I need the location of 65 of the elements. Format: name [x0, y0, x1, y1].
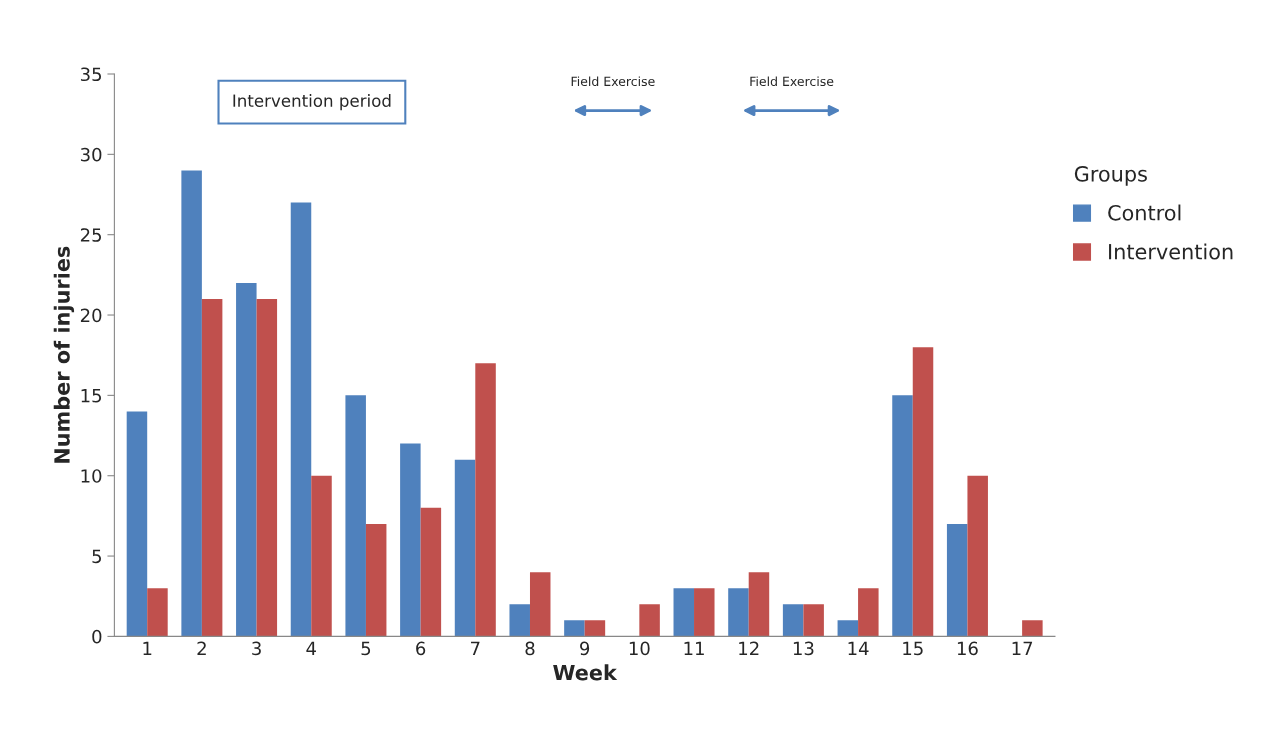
- bar: [803, 604, 824, 637]
- bar: [782, 604, 804, 637]
- x-tick-label: 16: [957, 641, 978, 656]
- bar: [126, 411, 148, 637]
- bar: [892, 395, 913, 637]
- bar: [694, 588, 715, 637]
- bar: [454, 459, 476, 637]
- bar: [420, 507, 442, 637]
- x-tick-label: 13: [793, 641, 814, 656]
- bar: [946, 523, 968, 637]
- y-tick-label: 0: [92, 629, 102, 644]
- bar: [475, 363, 496, 637]
- bar: [147, 588, 168, 637]
- x-tick-label: 15: [903, 641, 923, 656]
- bar: [400, 443, 421, 637]
- x-tick-label: 12: [739, 641, 759, 655]
- bar: [564, 620, 585, 637]
- annotation: Field Exercise: [750, 76, 834, 87]
- bar: [728, 588, 749, 637]
- x-tick-label: 4: [306, 641, 316, 655]
- x-tick-label: 17: [1012, 641, 1033, 655]
- x-tick-label: 1: [143, 641, 152, 655]
- y-tick-label: 20: [80, 308, 102, 323]
- bar: [345, 395, 366, 637]
- bar: [181, 170, 202, 637]
- bar: [311, 475, 332, 637]
- x-tick-label: 11: [684, 641, 704, 655]
- x-tick-label: 3: [252, 641, 261, 656]
- bar: [1022, 620, 1043, 637]
- x-tick-label: 8: [525, 641, 535, 656]
- legend-title: Groups: [1074, 165, 1147, 186]
- x-tick-label: 10: [629, 641, 650, 656]
- bar: [529, 572, 551, 637]
- bar: [256, 298, 278, 637]
- x-axis-title: Week: [553, 664, 618, 681]
- bar: [236, 282, 257, 637]
- y-tick-label: 15: [81, 389, 102, 403]
- bar: [748, 572, 770, 637]
- x-tick-label: 9: [580, 641, 590, 656]
- y-tick-label: 35: [80, 67, 102, 82]
- x-tick-label: 7: [471, 641, 480, 655]
- y-tick-label: 10: [81, 469, 102, 483]
- bar: [967, 475, 988, 637]
- y-tick-label: 30: [80, 147, 102, 162]
- x-tick-label: 14: [848, 641, 869, 655]
- bar: [673, 588, 695, 637]
- bar: [912, 347, 934, 637]
- annotation: Intervention period: [233, 94, 391, 111]
- bar: [858, 588, 879, 637]
- bar: [365, 523, 387, 637]
- bar: [290, 202, 312, 637]
- y-axis-title: Number of injuries: [53, 246, 75, 463]
- bar: [639, 604, 660, 637]
- legend-label: Intervention: [1109, 243, 1233, 260]
- x-tick-label: 2: [197, 641, 206, 655]
- y-tick-label: 5: [92, 549, 102, 564]
- bar: [837, 620, 859, 637]
- y-tick-label: 25: [80, 228, 102, 242]
- bar: [584, 620, 606, 637]
- x-tick-label: 6: [416, 641, 426, 656]
- annotation: Field Exercise: [571, 76, 655, 87]
- bar: [201, 298, 223, 637]
- legend-label: Control: [1108, 204, 1181, 221]
- bar: [509, 604, 530, 637]
- x-tick-label: 5: [361, 641, 371, 656]
